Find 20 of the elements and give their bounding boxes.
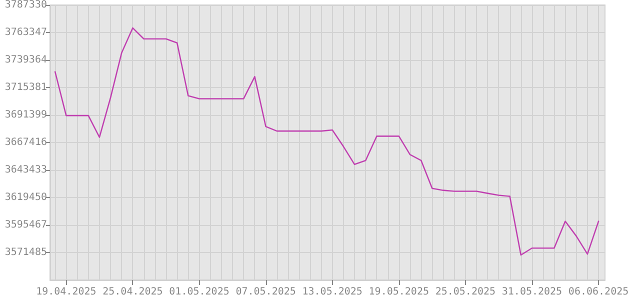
x-tick-label: 19.04.2025 [36, 286, 96, 298]
x-tick-label: 13.05.2025 [302, 286, 362, 298]
x-tick-label: 01.05.2025 [169, 286, 230, 298]
y-tick-label: 3739364 [4, 54, 47, 66]
y-tick-label: 3595467 [4, 220, 47, 230]
x-tick-label: 25.04.2025 [102, 286, 163, 298]
x-tick-label: 06.06.2025 [568, 286, 629, 298]
y-tick-label: 3619450 [4, 192, 47, 203]
y-tick-label: 3787330 [4, 0, 47, 10]
y-tick-label: 3691399 [4, 110, 47, 120]
x-tick-label: 31.05.2025 [502, 286, 562, 298]
line-series [54, 27, 600, 256]
x-tick-label: 07.05.2025 [236, 286, 296, 298]
y-tick-label: 3643433 [4, 164, 47, 176]
y-tick-label: 3667416 [4, 137, 47, 148]
x-tick-label: 25.05.2025 [435, 286, 496, 298]
y-tick-label: 3763347 [4, 27, 47, 38]
y-tick-label: 3571485 [4, 247, 47, 258]
y-tick-label: 3715381 [4, 82, 47, 93]
x-tick-label: 19.05.2025 [368, 286, 430, 298]
